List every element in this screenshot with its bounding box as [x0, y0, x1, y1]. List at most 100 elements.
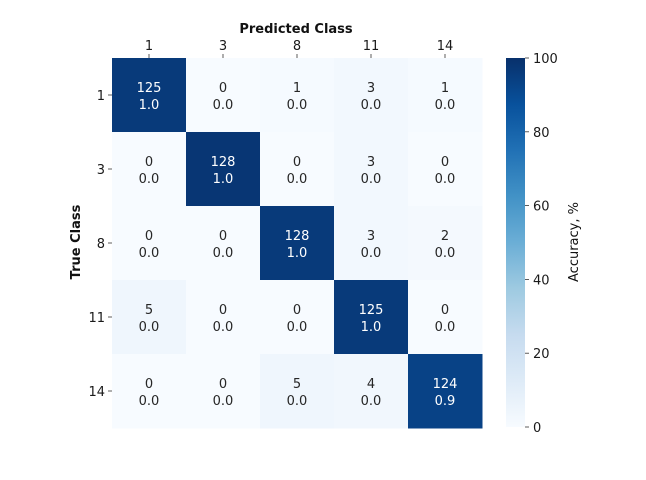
cell-count-label: 0	[145, 377, 153, 392]
heatmap-cell	[186, 206, 261, 281]
x-tick-label: 14	[437, 39, 454, 54]
cell-count-label: 5	[145, 303, 153, 318]
colorbar-tick-label: 60	[533, 200, 550, 215]
heatmap-cell	[186, 280, 261, 355]
heatmap-cell	[112, 132, 187, 207]
heatmap-cell	[260, 354, 335, 429]
cell-fraction-label: 0.0	[139, 172, 160, 187]
cell-count-label: 0	[441, 303, 449, 318]
cell-count-label: 0	[219, 303, 227, 318]
x-tick-label: 11	[363, 39, 380, 54]
x-tick-label: 1	[145, 39, 153, 54]
cell-fraction-label: 0.0	[287, 320, 308, 335]
cell-count-label: 128	[211, 155, 236, 170]
cell-count-label: 0	[441, 155, 449, 170]
colorbar-tick-label: 100	[533, 52, 558, 67]
heatmap-cell	[334, 206, 409, 281]
heatmap-cell	[260, 132, 335, 207]
heatmap-cell	[112, 280, 187, 355]
heatmap-cell	[186, 132, 261, 207]
cell-count-label: 124	[433, 377, 458, 392]
y-tick-label: 8	[97, 237, 105, 252]
heatmap-cell	[186, 354, 261, 429]
heatmap-cell	[112, 206, 187, 281]
cell-count-label: 1	[441, 81, 449, 96]
cell-count-label: 0	[219, 81, 227, 96]
colorbar-ticks: 0 20 40 60 80 100	[525, 52, 558, 436]
x-tick-label: 3	[219, 39, 227, 54]
cell-count-label: 3	[367, 81, 375, 96]
cell-count-label: 0	[293, 155, 301, 170]
colorbar: 0 20 40 60 80 100 Accuracy, %	[506, 52, 582, 436]
heatmap-cell	[334, 58, 409, 133]
heatmap-cell	[408, 354, 483, 429]
cell-fraction-label: 0.0	[435, 98, 456, 113]
cell-fraction-label: 0.0	[213, 320, 234, 335]
cell-count-label: 0	[145, 155, 153, 170]
cell-fraction-label: 0.0	[361, 246, 382, 261]
cell-fraction-label: 1.0	[361, 320, 382, 335]
cell-fraction-label: 0.0	[139, 320, 160, 335]
cell-fraction-label: 0.0	[213, 394, 234, 409]
heatmap-cells: 125 1.0 0 0.0 1 0.0 3 0.0 1 0.0 0 0.0 128 1.0 0 0.0 3 0.0…	[112, 58, 483, 429]
cell-count-label: 3	[367, 155, 375, 170]
cell-fraction-label: 0.0	[435, 172, 456, 187]
cell-fraction-label: 0.0	[139, 394, 160, 409]
cell-count-label: 3	[367, 229, 375, 244]
colorbar-title: Accuracy, %	[567, 202, 582, 282]
cell-count-label: 0	[145, 229, 153, 244]
heatmap-cell	[408, 132, 483, 207]
heatmap-cell	[334, 354, 409, 429]
heatmap-cell	[112, 354, 187, 429]
heatmap-cell	[260, 280, 335, 355]
cell-count-label: 0	[293, 303, 301, 318]
cell-fraction-label: 0.0	[435, 246, 456, 261]
cell-count-label: 2	[441, 229, 449, 244]
y-axis-title: True Class	[69, 204, 84, 279]
y-tick-label: 1	[97, 89, 105, 104]
cell-fraction-label: 0.0	[361, 394, 382, 409]
x-tick-labels: 1 3 8 11 14	[145, 39, 453, 58]
colorbar-tick-label: 40	[533, 273, 550, 288]
cell-count-label: 4	[367, 377, 375, 392]
cell-count-label: 125	[137, 81, 162, 96]
cell-fraction-label: 0.0	[361, 98, 382, 113]
heatmap-cell	[260, 58, 335, 133]
y-tick-labels: 1 3 8 11 14	[88, 89, 112, 400]
cell-fraction-label: 1.0	[139, 98, 160, 113]
cell-fraction-label: 0.0	[287, 394, 308, 409]
cell-count-label: 128	[285, 229, 310, 244]
y-tick-label: 14	[88, 385, 105, 400]
cell-count-label: 0	[219, 229, 227, 244]
heatmap-cell	[260, 206, 335, 281]
heatmap-cell	[408, 58, 483, 133]
cell-fraction-label: 1.0	[287, 246, 308, 261]
cell-fraction-label: 0.0	[213, 98, 234, 113]
cell-fraction-label: 0.9	[435, 394, 456, 409]
cell-fraction-label: 0.0	[287, 172, 308, 187]
colorbar-gradient	[506, 58, 525, 427]
cell-fraction-label: 0.0	[287, 98, 308, 113]
x-axis-title: Predicted Class	[239, 22, 353, 37]
cell-fraction-label: 0.0	[213, 246, 234, 261]
y-tick-label: 3	[97, 163, 105, 178]
cell-count-label: 125	[359, 303, 384, 318]
x-tick-label: 8	[293, 39, 301, 54]
heatmap-cell	[408, 280, 483, 355]
heatmap-cell	[408, 206, 483, 281]
cell-count-label: 0	[219, 377, 227, 392]
cell-fraction-label: 0.0	[435, 320, 456, 335]
colorbar-tick-label: 20	[533, 347, 550, 362]
y-tick-label: 11	[88, 311, 105, 326]
cell-fraction-label: 0.0	[139, 246, 160, 261]
colorbar-tick-label: 80	[533, 126, 550, 141]
heatmap-cell	[186, 58, 261, 133]
cell-count-label: 1	[293, 81, 301, 96]
heatmap-cell	[334, 132, 409, 207]
heatmap-cell	[112, 58, 187, 133]
heatmap-cell	[334, 280, 409, 355]
colorbar-tick-label: 0	[533, 421, 541, 436]
cell-count-label: 5	[293, 377, 301, 392]
cell-fraction-label: 1.0	[213, 172, 234, 187]
